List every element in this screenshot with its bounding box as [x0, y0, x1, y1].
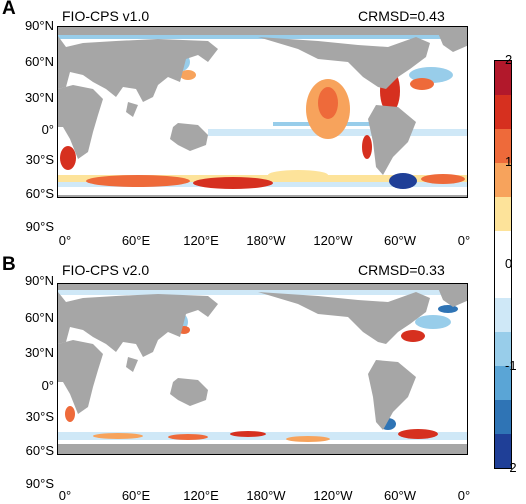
panel-b-lat-60s: 60°S: [25, 443, 54, 458]
gulf-stream-warm: [410, 78, 434, 90]
africa: [58, 85, 103, 159]
panel-b-map: [57, 283, 468, 455]
greenland: [438, 33, 467, 52]
south-atlantic-warm: [421, 174, 465, 184]
so-warm-1: [93, 433, 143, 439]
panel-b-lat-30n: 30°N: [24, 345, 54, 360]
panel-a-lon-180w: 180°W: [246, 233, 286, 248]
panel-a-lon-60w: 60°W: [384, 233, 416, 248]
india: [126, 357, 138, 372]
panel-b-lat-90n: 90°N: [24, 273, 54, 288]
panel-b-lon-120e: 120°E: [183, 488, 219, 503]
panel-a-map-svg: [58, 27, 467, 197]
colorbar-segment: [495, 94, 511, 130]
panel-a-lat-90s: 90°S: [25, 219, 54, 234]
panel-b-lon-0-end: 0°: [457, 488, 471, 503]
panel-b-lat-90s: 90°S: [25, 476, 54, 491]
panel-b-crmsd-label: CRMSD=0.33: [358, 262, 445, 278]
panel-a-lon-60e: 60°E: [121, 233, 151, 248]
south-america: [368, 360, 416, 430]
colorbar-tick-1: 1: [505, 154, 513, 169]
panel-a-lat-30n: 30°N: [24, 90, 54, 105]
gulf-stream-cold: [415, 315, 451, 329]
ne-pacific-warm-core: [318, 87, 338, 119]
panel-a-letter: A: [2, 0, 16, 19]
colorbar: [494, 60, 512, 469]
colorbar-segment: [495, 264, 511, 299]
humboldt-warm: [362, 135, 372, 159]
panel-b-lat-60n: 60°N: [24, 310, 54, 325]
colorbar-segment: [495, 196, 511, 232]
eurasia: [58, 292, 218, 357]
india: [126, 102, 138, 117]
so-warm-3: [230, 431, 266, 437]
colorbar-segment: [495, 332, 511, 367]
panel-a-lat-60n: 60°N: [24, 54, 54, 69]
south-pacific-yellow: [268, 170, 328, 180]
panel-a-lat-30s: 30°S: [25, 152, 54, 167]
so-warm-5: [398, 429, 438, 439]
colorbar-segment: [495, 230, 511, 265]
panel-a-lon-120w: 120°W: [313, 233, 353, 248]
arctic-land: [58, 284, 467, 290]
panel-b-lon-120w: 120°W: [313, 488, 353, 503]
north-america: [258, 292, 430, 344]
southern-ocean-band: [58, 175, 467, 182]
colorbar-segment: [495, 298, 511, 333]
panel-a-lat-0: 0°: [41, 122, 54, 137]
gulf-stream-warm: [401, 330, 425, 342]
so-warm-4: [286, 436, 330, 442]
colorbar-tick-neg2: -2: [505, 460, 517, 475]
panel-b-lon-180w: 180°W: [246, 488, 286, 503]
panel-b-letter: B: [2, 254, 16, 275]
panel-b-lat-0: 0°: [41, 378, 54, 393]
colorbar-tick-2: 2: [505, 52, 513, 67]
colorbar-segment: [495, 366, 511, 401]
southern-pacific-warm: [193, 177, 273, 189]
southern-indian-warm: [86, 175, 190, 187]
greenland: [438, 288, 467, 307]
benguela-warm: [60, 146, 76, 170]
southern-ocean-light: [58, 432, 467, 440]
panel-a-crmsd-label: CRMSD=0.43: [358, 8, 445, 24]
antarctica: [58, 195, 467, 197]
colorbar-tick-neg1: -1: [505, 358, 517, 373]
panel-b-lon-60e: 60°E: [121, 488, 151, 503]
panel-a-lon-0: 0°: [58, 233, 72, 248]
panel-a-lon-120e: 120°E: [183, 233, 219, 248]
kuroshio-warm: [180, 70, 196, 80]
colorbar-segment: [495, 434, 511, 468]
south-america: [368, 105, 416, 175]
panel-a-model-label: FIO-CPS v1.0: [62, 8, 150, 24]
benguela-warm: [65, 406, 75, 422]
colorbar-tick-0: 0: [505, 256, 513, 271]
panel-b-lat-30s: 30°S: [25, 409, 54, 424]
panel-b-lon-0: 0°: [58, 488, 72, 503]
eurasia: [58, 36, 218, 102]
colorbar-segment: [495, 61, 511, 96]
brazil-malvinas-cold: [389, 173, 417, 189]
panel-b-land: [58, 284, 467, 454]
panel-a-lat-90n: 90°N: [24, 18, 54, 33]
panel-a-lat-60s: 60°S: [25, 186, 54, 201]
panel-a-lon-0-end: 0°: [457, 233, 471, 248]
panel-a-land: [58, 27, 467, 197]
colorbar-segment: [495, 400, 511, 435]
so-warm-2: [168, 434, 208, 440]
australia: [170, 123, 208, 151]
colorbar-segment: [495, 128, 511, 164]
australia: [170, 378, 208, 406]
colorbar-segment: [495, 162, 511, 198]
arctic-land: [58, 27, 467, 35]
arctic-band: [58, 35, 467, 39]
antarctica: [58, 444, 467, 454]
panel-b-model-label: FIO-CPS v2.0: [62, 262, 150, 278]
panel-b-lon-60w: 60°W: [384, 488, 416, 503]
labrador-cold: [438, 305, 458, 313]
north-america: [258, 37, 430, 89]
panel-b-map-svg: [58, 284, 467, 454]
africa: [58, 340, 103, 414]
panel-a-map: [57, 26, 468, 198]
